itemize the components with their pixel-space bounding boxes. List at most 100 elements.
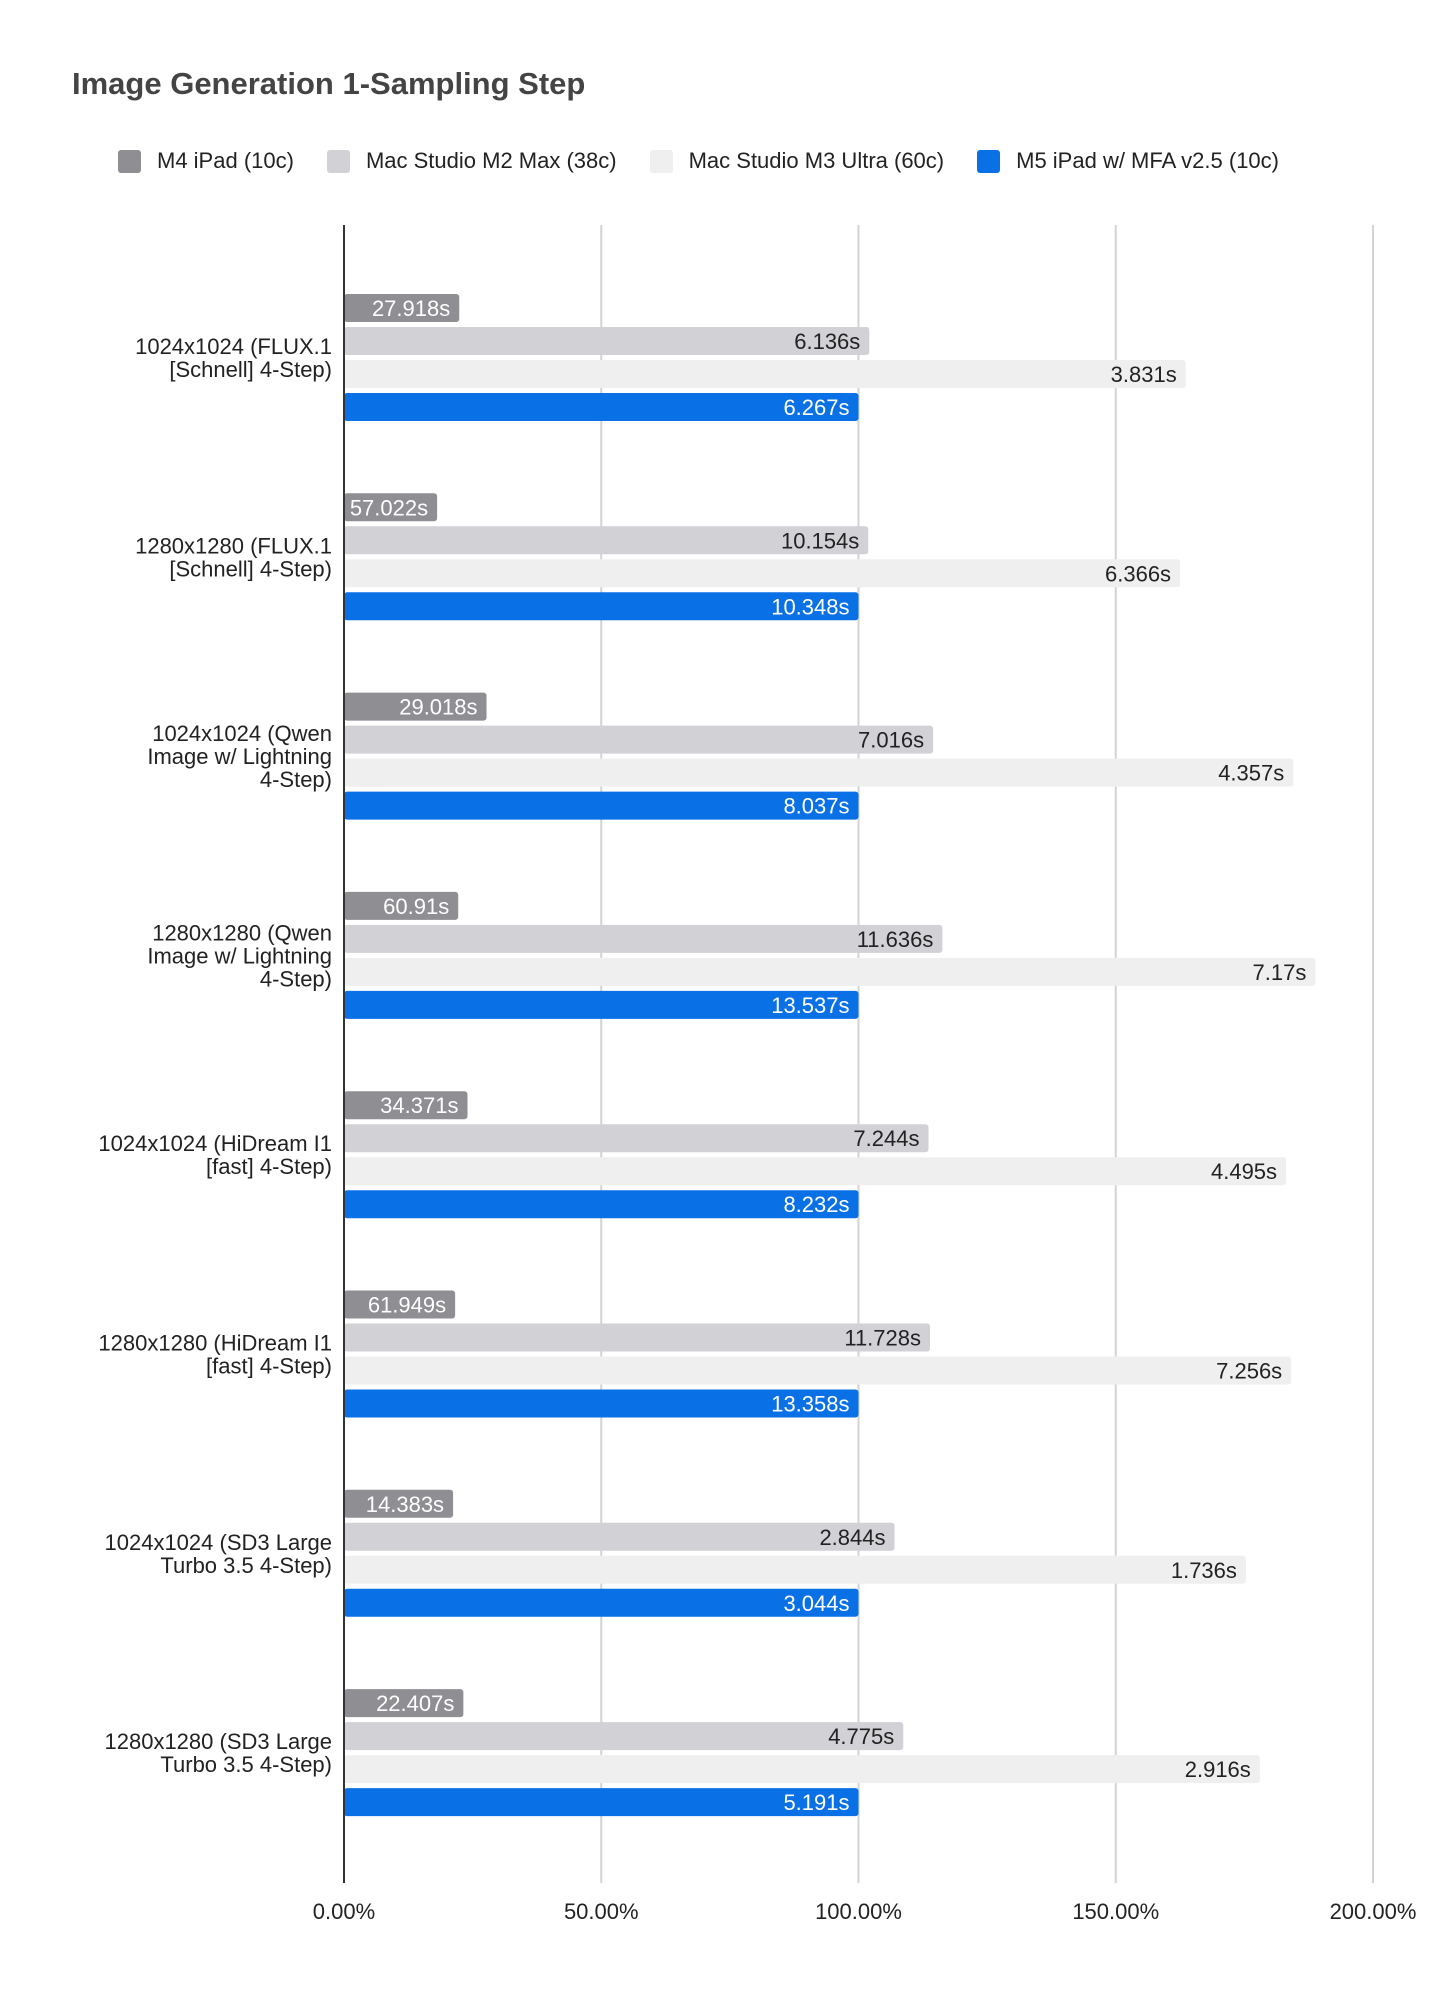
legend-label: M5 iPad w/ MFA v2.5 (10c) [1016,148,1279,173]
category-label: [Schnell] 4-Step) [169,556,332,581]
bar-value-label: 6.366s [1105,561,1171,586]
bar [344,1124,929,1153]
category-label: 1280x1280 (FLUX.1 [135,533,332,558]
category-label: 1280x1280 (Qwen [152,920,332,945]
legend-swatch [326,149,350,173]
bar-value-label: 27.918s [372,296,450,321]
category-label: 4-Step) [260,966,332,991]
bar [344,360,1186,388]
bar [344,891,459,920]
bar-value-label: 4.775s [828,1724,894,1749]
bar-value-label: 7.016s [858,728,924,753]
bar-value-label: 60.91s [383,894,449,919]
chart-title: Image Generation 1-Sampling Step [72,66,586,101]
bar-value-label: 57.022s [350,495,428,520]
category-label: [Schnell] 4-Step) [169,357,332,382]
bar-value-label: 6.267s [783,395,849,420]
bar-value-label: 13.537s [771,993,849,1018]
category-label: Image w/ Lightning [147,943,332,968]
category-label: 4-Step) [260,767,332,792]
category-label: [fast] 4-Step) [206,1154,332,1179]
bar [344,1356,1292,1385]
bar [344,1788,859,1817]
bar [344,692,487,721]
bar-value-label: 2.844s [819,1525,885,1550]
bar [344,791,859,820]
bar-value-label: 34.371s [380,1093,458,1118]
bar [344,1522,895,1551]
bar-value-label: 8.232s [783,1192,849,1217]
bar [344,1755,1260,1784]
bar-value-label: 1.736s [1171,1558,1237,1583]
category-label: 1024x1024 (Qwen [152,721,332,746]
bar-value-label: 7.17s [1253,960,1307,985]
bar [344,1555,1246,1584]
bar [344,1290,456,1319]
bar [344,1588,859,1617]
bar [344,924,943,953]
bar [344,559,1181,588]
category-label: 1280x1280 (SD3 Large [105,1729,333,1754]
bar [344,1689,464,1718]
bar [344,725,934,754]
bar [344,493,438,522]
category-label: Image w/ Lightning [147,744,332,769]
bar-value-label: 10.154s [781,528,859,553]
bar-value-label: 10.348s [771,594,849,619]
legend-swatch [118,149,141,173]
bar [344,393,859,421]
bar [344,526,869,555]
x-tick-label: 100.00% [815,1899,902,1924]
bar [344,957,1316,986]
bar-value-label: 11.728s [844,1326,921,1351]
bar-value-label: 7.244s [853,1126,919,1151]
category-label: 1280x1280 (HiDream I1 [98,1331,332,1356]
category-label: 1024x1024 (FLUX.1 [135,334,332,359]
bar-value-label: 2.916s [1185,1757,1251,1782]
bar-value-label: 8.037s [783,794,849,819]
category-label: 1024x1024 (SD3 Large [105,1530,333,1555]
bar-value-label: 61.949s [368,1293,446,1318]
bar [344,592,859,621]
bar [344,1389,859,1418]
bar [344,294,460,322]
bar-value-label: 5.191s [783,1790,849,1815]
legend-swatch [977,149,1001,173]
bar-value-label: 3.044s [783,1591,849,1616]
x-tick-label: 150.00% [1072,1899,1159,1924]
legend-item-m4-ipad: M4 iPad (10c) [118,148,294,174]
legend-label: Mac Studio M2 Max (38c) [365,148,617,173]
bar-value-label: 7.256s [1216,1359,1282,1384]
bar [344,327,870,355]
legend: M4 iPad (10c) Mac Studio M2 Max (38c) Ma… [118,148,1312,174]
bar-value-label: 4.495s [1211,1159,1277,1184]
category-label: Turbo 3.5 4-Step) [160,1752,332,1777]
bar-value-label: 11.636s [857,927,934,952]
bar [344,1190,859,1219]
category-label: 1024x1024 (HiDream I1 [98,1131,332,1156]
bar [344,1091,468,1120]
category-label: Turbo 3.5 4-Step) [160,1553,332,1578]
x-tick-label: 50.00% [564,1899,639,1924]
bar-value-label: 14.383s [366,1492,444,1517]
bar [344,990,859,1019]
bar-value-label: 3.831s [1111,362,1177,387]
category-label: [fast] 4-Step) [206,1354,332,1379]
legend-swatch [649,149,673,173]
bar [344,1157,1287,1186]
bar [344,758,1294,787]
bar [344,1489,454,1518]
bar-value-label: 29.018s [399,695,477,720]
legend-item-m3-ultra: Mac Studio M3 Ultra (60c) [649,148,944,174]
bar-value-label: 22.407s [376,1691,454,1716]
legend-item-m5-ipad: M5 iPad w/ MFA v2.5 (10c) [977,148,1279,174]
bar-value-label: 4.357s [1218,761,1284,786]
bar-value-label: 13.358s [771,1392,849,1417]
legend-item-m2-max: Mac Studio M2 Max (38c) [326,148,617,174]
legend-label: M4 iPad (10c) [157,148,294,173]
bar [344,1722,904,1751]
x-tick-label: 0.00% [313,1899,375,1924]
x-tick-label: 200.00% [1330,1899,1417,1924]
